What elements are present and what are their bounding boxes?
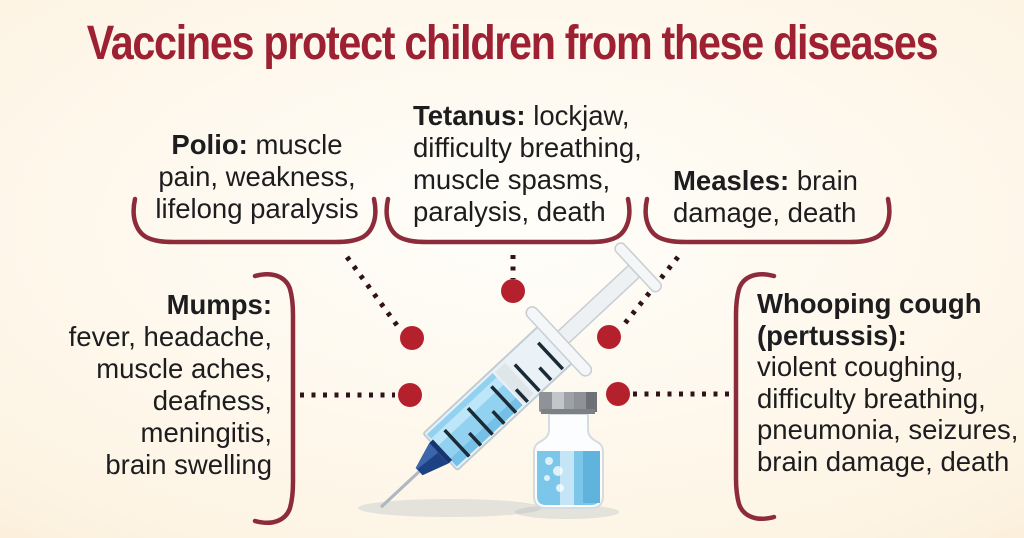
measles-connector bbox=[620, 255, 680, 329]
disease-measles-name: Measles: bbox=[673, 165, 790, 196]
disease-tetanus: Tetanus: lockjaw, difficulty breathing, … bbox=[413, 100, 679, 228]
pertussis-dot bbox=[606, 382, 630, 406]
disease-polio-symptoms: muscle pain, weakness, lifelong paralysi… bbox=[155, 129, 359, 224]
disease-tetanus-symptoms: lockjaw, difficulty breathing, muscle sp… bbox=[413, 100, 642, 227]
tetanus-dot bbox=[501, 279, 525, 303]
syringe-icon bbox=[379, 242, 663, 509]
measles-brace bbox=[643, 196, 892, 245]
disease-whooping-cough: Whooping cough (pertussis): violent coug… bbox=[757, 288, 1021, 477]
tetanus-brace bbox=[384, 196, 632, 245]
syringe-shadow bbox=[358, 499, 542, 517]
disease-polio: Polio: muscle pain, weakness, lifelong p… bbox=[133, 129, 381, 225]
mumps-bracket bbox=[252, 271, 296, 526]
disease-whooping-cough-symptoms: violent coughing, difficulty breathing, … bbox=[757, 351, 1019, 477]
polio-brace bbox=[131, 196, 378, 245]
measles-dot bbox=[597, 325, 621, 349]
disease-measles-symptoms: brain damage, death bbox=[673, 165, 858, 228]
mumps-dot bbox=[398, 383, 422, 407]
page-title: Vaccines protect children from these dis… bbox=[86, 17, 939, 70]
vaccine-vial-icon bbox=[533, 392, 604, 509]
pertussis-bracket bbox=[733, 271, 777, 522]
syringe-scale-ticks bbox=[443, 341, 565, 458]
disease-whooping-cough-name: Whooping cough (pertussis): bbox=[757, 288, 982, 351]
vial-cap bbox=[539, 392, 597, 414]
disease-mumps-symptoms: fever, headache, muscle aches, deafness,… bbox=[68, 321, 272, 480]
disease-tetanus-name: Tetanus: bbox=[413, 100, 526, 131]
disease-polio-name: Polio: bbox=[171, 129, 248, 160]
disease-mumps-name: Mumps: bbox=[166, 289, 272, 320]
disease-mumps: Mumps: fever, headache, muscle aches, de… bbox=[22, 289, 272, 481]
polio-dot bbox=[400, 326, 424, 350]
disease-measles: Measles: brain damage, death bbox=[673, 165, 903, 229]
polio-connector bbox=[344, 255, 402, 330]
